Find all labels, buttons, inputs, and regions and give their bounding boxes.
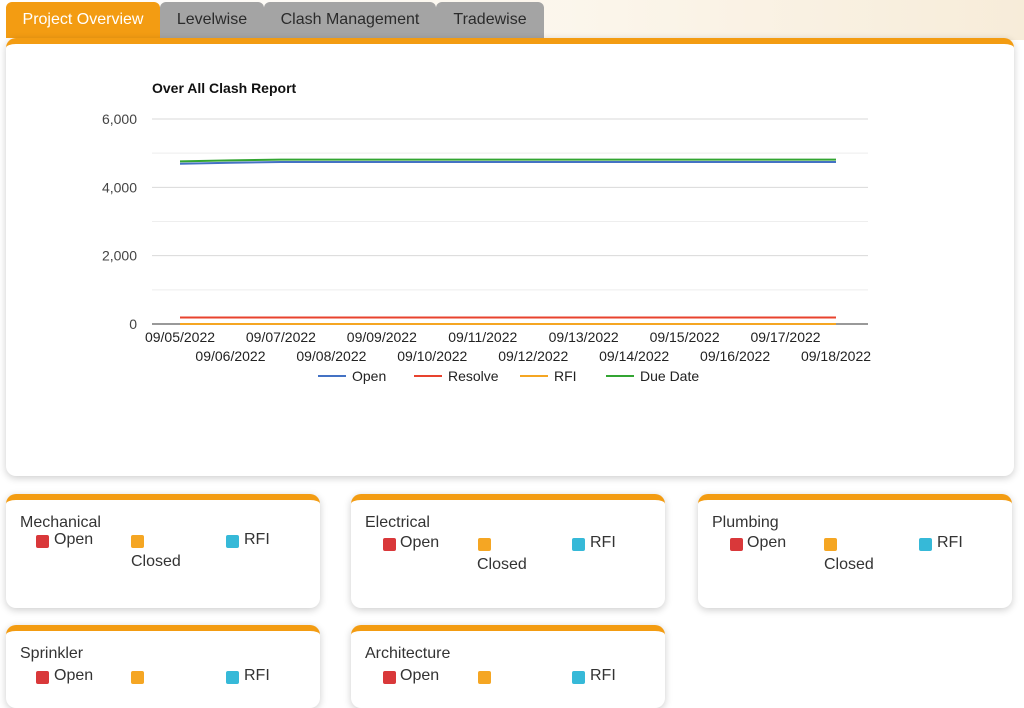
closed-label: Closed [477,556,527,573]
x-tick-label: 09/07/2022 [246,329,316,345]
trade-card-electrical: Electrical Open Closed RFI [351,494,665,608]
rfi-swatch [572,671,585,684]
x-tick-label: 09/06/2022 [195,348,265,364]
open-swatch [730,538,743,551]
legend-label: Due Date [640,368,699,384]
x-tick-label: 09/17/2022 [750,329,820,345]
open-swatch [383,538,396,551]
line-chart: Over All Clash Report 0 2,000 4,000 6,000 09/… [102,80,871,384]
closed-swatch [131,671,144,684]
rfi-swatch [226,671,239,684]
x-tick-label: 09/18/2022 [801,348,871,364]
closed-swatch [824,538,837,551]
tab-tradewise[interactable]: Tradewise [436,2,544,38]
y-tick-label: 2,000 [102,248,137,264]
x-tick-label: 09/08/2022 [296,348,366,364]
open-label: Open [747,534,787,551]
y-tick-label: 4,000 [102,179,137,195]
rfi-label: RFI [244,667,270,684]
trade-card-mechanical: Mechanical Open Closed RFI [6,494,320,608]
tab-clash-management[interactable]: Clash Management [264,2,436,38]
x-tick-label: 09/12/2022 [498,348,568,364]
trade-card-title: Architecture [365,645,451,662]
open-label: Open [54,667,94,684]
rfi-label: RFI [590,534,616,551]
rfi-label: RFI [244,531,270,548]
rfi-swatch [226,535,239,548]
closed-label: Closed [824,556,874,573]
y-tick-label: 6,000 [102,111,137,127]
open-swatch [36,535,49,548]
trade-card-architecture: Architecture Open RFI [351,625,665,708]
series-line-due-date [179,158,836,163]
x-tick-label: 09/15/2022 [650,329,720,345]
overall-clash-chart-card: Over All Clash Report 0 2,000 4,000 6,000 09/… [6,38,1014,476]
rfi-label: RFI [590,667,616,684]
open-label: Open [400,534,440,551]
open-swatch [383,671,396,684]
legend-label: RFI [554,368,577,384]
closed-swatch [478,538,491,551]
x-tick-label: 09/16/2022 [700,348,770,364]
rfi-swatch [572,538,585,551]
trade-card-title: Plumbing [712,514,779,531]
x-tick-label: 09/13/2022 [549,329,619,345]
rfi-label: RFI [937,534,963,551]
chart-title: Over All Clash Report [152,80,297,96]
closed-label: Closed [131,553,181,570]
x-tick-label: 09/10/2022 [397,348,467,364]
y-tick-label: 0 [129,316,137,332]
x-tick-label: 09/09/2022 [347,329,417,345]
tab-project-overview[interactable]: Project Overview [6,2,160,38]
closed-swatch [131,535,144,548]
open-label: Open [54,531,94,548]
x-tick-label: 09/11/2022 [448,329,517,345]
rfi-swatch [919,538,932,551]
x-tick-label: 09/14/2022 [599,348,669,364]
open-swatch [36,671,49,684]
trade-card-plumbing: Plumbing Open Closed RFI [698,494,1012,608]
legend-label: Open [352,368,386,384]
trade-card-title: Sprinkler [20,645,84,662]
tab-levelwise[interactable]: Levelwise [160,2,264,38]
trade-card-sprinkler: Sprinkler Open RFI [6,625,320,708]
tab-bar: Project Overview Levelwise Clash Managem… [6,2,544,38]
closed-swatch [478,671,491,684]
series-line-open [179,161,836,165]
trade-card-title: Mechanical [20,514,101,531]
open-label: Open [400,667,440,684]
x-tick-label: 09/05/2022 [145,329,215,345]
legend-label: Resolve [448,368,499,384]
trade-card-title: Electrical [365,514,430,531]
